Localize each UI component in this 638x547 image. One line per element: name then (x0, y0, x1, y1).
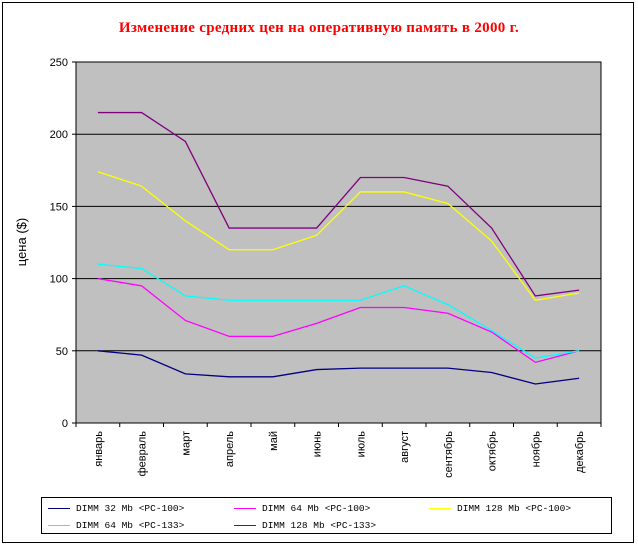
x-tick-label: июнь (312, 431, 324, 457)
x-tick-label: октябрь (487, 431, 499, 471)
x-tick-label: апрель (224, 431, 236, 467)
legend: DIMM 32 Mb <PC-100> DIMM 64 Mb <PC-100> DI… (41, 497, 612, 534)
y-axis-label: цена ($) (14, 218, 29, 266)
legend-label: DIMM 128 Mb <PC-133> (262, 519, 377, 531)
y-tick-label: 0 (62, 418, 68, 430)
legend-swatch (429, 507, 451, 509)
legend-swatch (234, 524, 256, 526)
series-line-4 (97, 263, 580, 359)
x-tick-label: сентябрь (443, 431, 455, 478)
series-line-2 (97, 277, 580, 364)
legend-item: DIMM 128 Mb <PC-133> (234, 518, 376, 532)
legend-item: DIMM 128 Mb <PC-100> (429, 501, 571, 515)
x-tick-label: декабрь (574, 431, 586, 473)
y-tick-label: 250 (50, 57, 68, 69)
series-line-1 (97, 350, 580, 385)
legend-item: DIMM 64 Mb <PC-100> (234, 501, 370, 515)
legend-swatch (48, 524, 70, 526)
legend-label: DIMM 64 Mb <PC-100> (262, 502, 371, 514)
legend-item: DIMM 32 Mb <PC-100> (48, 501, 184, 515)
legend-label: DIMM 64 Mb <PC-133> (76, 519, 185, 531)
x-tick-label: май (268, 431, 280, 451)
series-line-5 (97, 111, 580, 297)
x-tick-label: март (180, 431, 192, 456)
legend-swatch (48, 507, 70, 509)
x-tick-label: ноябрь (530, 431, 542, 468)
series-line-3 (97, 171, 580, 301)
x-tick-label: август (399, 431, 411, 463)
y-tick-label: 150 (50, 201, 68, 213)
legend-label: DIMM 32 Mb <PC-100> (76, 502, 185, 514)
chart-title: Изменение средних цен на оперативную пам… (118, 20, 520, 36)
x-tick-label: февраль (137, 431, 149, 477)
y-tick-label: 50 (56, 346, 68, 358)
x-tick-label: июль (355, 431, 367, 458)
legend-swatch (234, 507, 256, 509)
plot-area (75, 61, 602, 424)
x-tick-label: январь (93, 431, 105, 467)
y-tick-label: 200 (50, 129, 68, 141)
y-tick-label: 100 (50, 274, 68, 286)
legend-item: DIMM 64 Mb <PC-133> (48, 518, 184, 532)
legend-label: DIMM 128 Mb <PC-100> (457, 502, 572, 514)
